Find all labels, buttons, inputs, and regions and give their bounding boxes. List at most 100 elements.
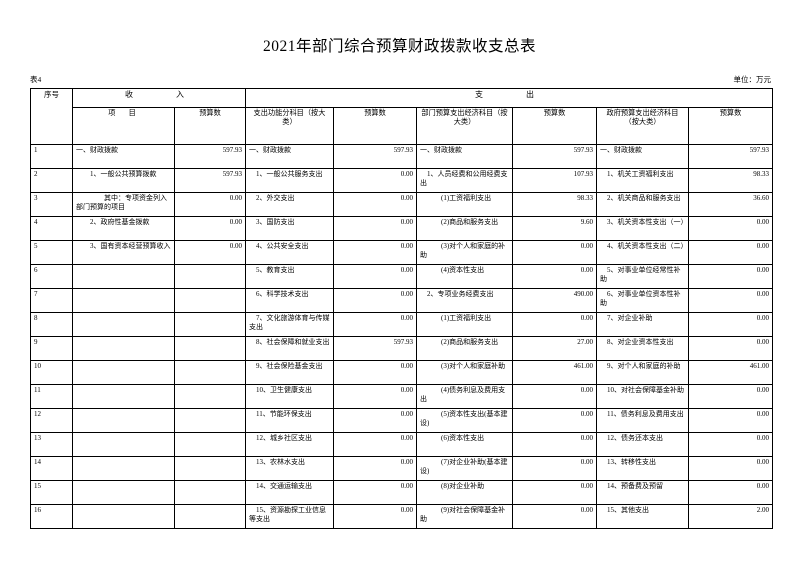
- row-income-item-cell: [72, 264, 175, 289]
- row-function-budget-cell: 0.00: [333, 360, 417, 385]
- row-dept-economic-budget-cell: 0.00: [512, 504, 597, 529]
- row-dept-economic-budget-cell: 107.93: [512, 168, 597, 193]
- row-dept-economic-item-cell: 1、人员经费和公用经费支出: [416, 168, 513, 193]
- row-dept-economic-budget-cell: 27.00: [512, 336, 597, 361]
- row-function-item-cell: 15、资源勘探工业信息等支出: [245, 504, 334, 529]
- row-income-item-cell: [72, 360, 175, 385]
- row-seq-cell: 6: [30, 264, 73, 289]
- row-function-budget-cell: 597.93: [333, 336, 417, 361]
- row-income-item-cell: 3、国有资本经营预算收入: [72, 240, 175, 265]
- row-seq-cell: 9: [30, 336, 73, 361]
- row-income-item-cell: [72, 456, 175, 481]
- row-income-item-cell: [72, 432, 175, 457]
- row-function-budget-cell: 0.00: [333, 216, 417, 241]
- row-income-budget-cell: [174, 480, 246, 505]
- row-seq-cell: 1: [30, 144, 73, 169]
- row-function-item-cell: 1、一般公共服务支出: [245, 168, 334, 193]
- row-seq-cell: 8: [30, 312, 73, 337]
- table-row: 7 6、科学技术支出 0.00 2、专项业务经费支出 490.00 6、对事业单位资…: [30, 288, 773, 313]
- column-header-dept-economic-item: 部门预算支出经济科目（按大类）: [416, 107, 513, 145]
- row-income-budget-cell: 597.93: [174, 168, 246, 193]
- row-dept-economic-budget-cell: 490.00: [512, 288, 597, 313]
- row-dept-economic-budget-cell: 0.00: [512, 480, 597, 505]
- row-income-item-cell: [72, 288, 175, 313]
- row-function-budget-cell: 0.00: [333, 384, 417, 409]
- row-seq-cell: 5: [30, 240, 73, 265]
- column-header-gov-economic-budget: 预算数: [688, 107, 773, 145]
- row-function-budget-cell: 0.00: [333, 288, 417, 313]
- row-function-item-cell: 13、农林水支出: [245, 456, 334, 481]
- row-seq-cell: 3: [30, 192, 73, 217]
- table-row: 12 11、节能环保支出 0.00 (5)资本性支出(基本建设) 0.00 11、债…: [30, 408, 773, 433]
- row-function-budget-cell: 0.00: [333, 312, 417, 337]
- row-function-budget-cell: 0.00: [333, 408, 417, 433]
- row-dept-economic-item-cell: (4)资本性支出: [416, 264, 513, 289]
- row-gov-economic-budget-cell: 597.93: [688, 144, 773, 169]
- row-seq-cell: 11: [30, 384, 73, 409]
- table-head: 序号 收 入 支 出 项 目 预算数 支出功能分科目（按大类） 预算数 部门预算…: [30, 88, 773, 145]
- budget-table: 序号 收 入 支 出 项 目 预算数 支出功能分科目（按大类） 预算数 部门预算…: [30, 88, 773, 529]
- row-gov-economic-budget-cell: 0.00: [688, 408, 773, 433]
- row-function-item-cell: 8、社会保障和就业支出: [245, 336, 334, 361]
- row-income-budget-cell: [174, 264, 246, 289]
- row-dept-economic-budget-cell: 461.00: [512, 360, 597, 385]
- row-dept-economic-budget-cell: 0.00: [512, 240, 597, 265]
- row-dept-economic-budget-cell: 597.93: [512, 144, 597, 169]
- row-dept-economic-item-cell: (1)工资福利支出: [416, 192, 513, 217]
- row-income-item-cell: 其中：专项资金列入部门预算的项目: [72, 192, 175, 217]
- row-function-item-cell: 10、卫生健康支出: [245, 384, 334, 409]
- row-dept-economic-item-cell: (5)资本性支出(基本建设): [416, 408, 513, 433]
- row-gov-economic-item-cell: 8、对企业资本性支出: [596, 336, 689, 361]
- row-gov-economic-item-cell: 一、财政拨款: [596, 144, 689, 169]
- table-row: 4 2、政府性基金拨款 0.00 3、国防支出 0.00 (2)商品和服务支出 9.6…: [30, 216, 773, 241]
- row-dept-economic-budget-cell: 0.00: [512, 312, 597, 337]
- row-function-budget-cell: 0.00: [333, 504, 417, 529]
- table-row: 9 8、社会保障和就业支出 597.93 (2)商品和服务支出 27.00 8、对企…: [30, 336, 773, 361]
- row-gov-economic-item-cell: 12、债务还本支出: [596, 432, 689, 457]
- row-income-item-cell: 一、财政拨款: [72, 144, 175, 169]
- table-row: 5 3、国有资本经营预算收入 0.00 4、公共安全支出 0.00 (3)对个人和家…: [30, 240, 773, 265]
- row-income-item-cell: 1、一般公共预算拨款: [72, 168, 175, 193]
- row-seq-cell: 2: [30, 168, 73, 193]
- row-function-item-cell: 11、节能环保支出: [245, 408, 334, 433]
- row-dept-economic-item-cell: (2)商品和服务支出: [416, 216, 513, 241]
- row-income-budget-cell: 0.00: [174, 240, 246, 265]
- row-dept-economic-budget-cell: 0.00: [512, 264, 597, 289]
- column-header-seq: 序号: [30, 88, 73, 145]
- table-row: 1 一、财政拨款 597.93 一、财政拨款 597.93 一、财政拨款 597.93 一、财…: [30, 144, 773, 169]
- row-gov-economic-budget-cell: 0.00: [688, 384, 773, 409]
- row-income-budget-cell: [174, 408, 246, 433]
- row-function-budget-cell: 0.00: [333, 456, 417, 481]
- row-income-item-cell: [72, 480, 175, 505]
- row-seq-cell: 12: [30, 408, 73, 433]
- row-dept-economic-item-cell: (3)对个人和家庭补助: [416, 360, 513, 385]
- column-header-income-item: 项 目: [72, 107, 175, 145]
- row-function-budget-cell: 0.00: [333, 240, 417, 265]
- row-seq-cell: 15: [30, 480, 73, 505]
- column-header-function-item: 支出功能分科目（按大类）: [245, 107, 334, 145]
- row-income-budget-cell: [174, 336, 246, 361]
- row-gov-economic-budget-cell: 2.00: [688, 504, 773, 529]
- row-gov-economic-item-cell: 7、对企业补助: [596, 312, 689, 337]
- row-gov-economic-budget-cell: 0.00: [688, 312, 773, 337]
- row-gov-economic-item-cell: 6、对事业单位资本性补助: [596, 288, 689, 313]
- row-dept-economic-item-cell: (6)资本性支出: [416, 432, 513, 457]
- row-gov-economic-item-cell: 2、机关商品和服务支出: [596, 192, 689, 217]
- row-gov-economic-item-cell: 5、对事业单位经常性补助: [596, 264, 689, 289]
- row-function-budget-cell: 0.00: [333, 192, 417, 217]
- row-income-item-cell: [72, 384, 175, 409]
- row-function-budget-cell: 597.93: [333, 144, 417, 169]
- table-row: 3 其中：专项资金列入部门预算的项目 0.00 2、外交支出 0.00 (1)工资福…: [30, 192, 773, 217]
- column-group-expense: 支 出: [245, 88, 773, 108]
- row-income-budget-cell: 0.00: [174, 192, 246, 217]
- row-income-budget-cell: [174, 504, 246, 529]
- row-gov-economic-budget-cell: 0.00: [688, 288, 773, 313]
- row-function-budget-cell: 0.00: [333, 168, 417, 193]
- row-gov-economic-budget-cell: 0.00: [688, 456, 773, 481]
- row-dept-economic-budget-cell: 0.00: [512, 408, 597, 433]
- row-function-budget-cell: 0.00: [333, 264, 417, 289]
- row-seq-cell: 10: [30, 360, 73, 385]
- row-gov-economic-item-cell: 14、预备费及预留: [596, 480, 689, 505]
- column-header-dept-economic-budget: 预算数: [512, 107, 597, 145]
